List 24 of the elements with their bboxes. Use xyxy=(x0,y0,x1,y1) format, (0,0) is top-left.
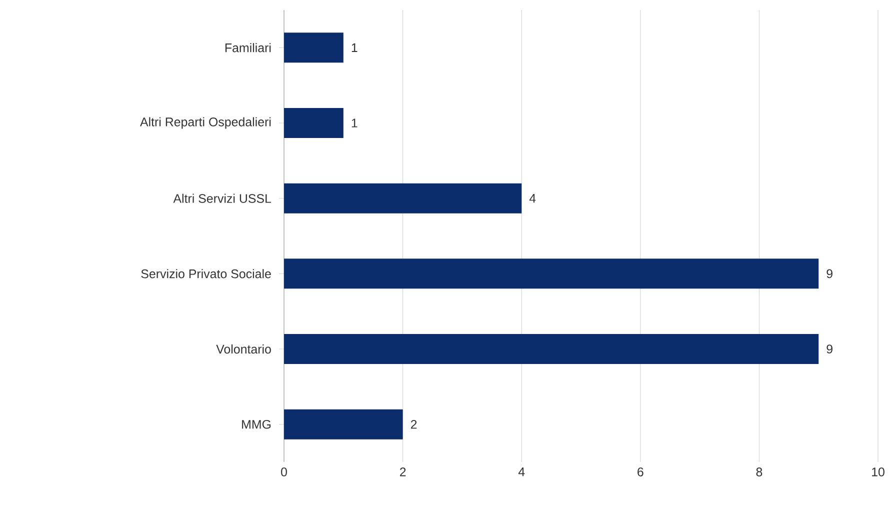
y-tick-label: MMG xyxy=(242,420,271,429)
data-label: 4 xyxy=(529,194,536,203)
x-tick-label: 6 xyxy=(638,468,644,476)
bar xyxy=(284,258,819,289)
y-tick-label: Volontario xyxy=(216,344,271,354)
y-tick-label: Altri Reparti Ospedalieri xyxy=(140,117,271,129)
x-tick-label: 2 xyxy=(400,468,406,476)
data-label: 9 xyxy=(826,344,832,354)
bar xyxy=(284,32,344,63)
bar xyxy=(284,183,522,214)
x-tick-label: 0 xyxy=(281,468,287,476)
bar xyxy=(284,409,403,440)
y-tick-label: Familiari xyxy=(225,43,271,52)
x-tick-label: 8 xyxy=(756,468,762,476)
data-label: 1 xyxy=(352,43,358,52)
bar xyxy=(284,108,344,138)
data-label: 1 xyxy=(352,118,358,128)
y-tick-label: Altri Servizi USSL xyxy=(173,194,272,203)
x-tick-label: 4 xyxy=(518,468,525,476)
x-tick-label: 10 xyxy=(872,468,884,476)
y-tick-label: Servizio Privato Sociale xyxy=(141,269,271,278)
data-label: 2 xyxy=(410,420,417,429)
bar xyxy=(284,334,819,364)
data-label: 9 xyxy=(826,269,832,278)
